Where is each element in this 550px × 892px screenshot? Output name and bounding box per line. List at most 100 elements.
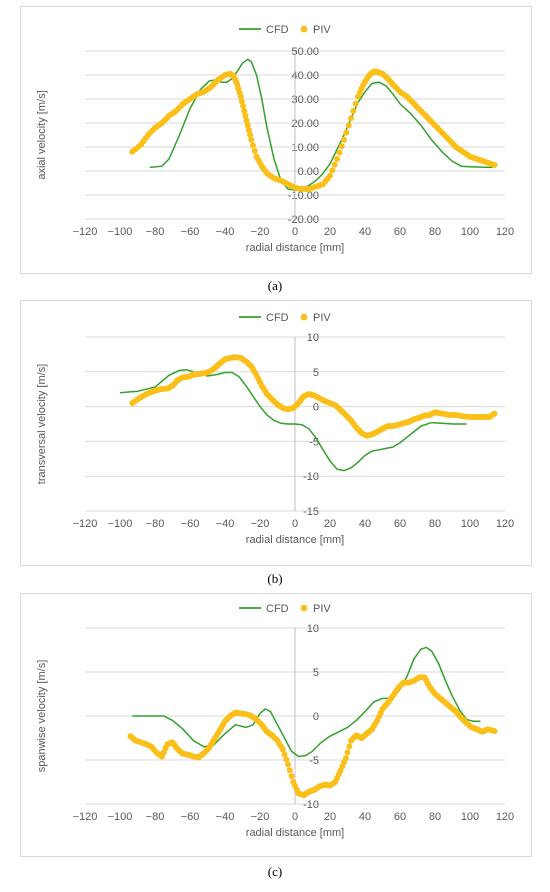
data-point [248,136,255,143]
x-tick-label: −100 [108,226,133,238]
y-tick-label: 20.00 [291,118,319,130]
data-point [491,162,498,168]
legend-piv-swatch [300,313,308,321]
x-tick-label: 20 [324,226,336,238]
y-tick-label: 10 [307,332,319,344]
x-tick-label: 40 [359,518,371,530]
y-tick-label: -20.00 [288,214,319,226]
chart-panel-c: -10 -5 0 5 10 −120 −100 −80 −60 −40 −20 0 20 40 60 80 10… [20,593,532,857]
y-tick-label: -10 [303,799,319,811]
x-tick-label: 0 [292,518,298,530]
legend-piv-label: PIV [313,312,331,324]
x-tick-label: −20 [251,518,270,530]
x-tick-label: 100 [461,811,479,823]
x-tick-label: 100 [461,518,479,530]
x-tick-label: 40 [359,811,371,823]
x-tick-label: 20 [324,811,336,823]
x-tick-label: 40 [359,226,371,238]
legend-piv-label: PIV [313,24,331,36]
x-tick-label: −40 [216,518,235,530]
x-tick-label: 120 [496,226,514,238]
x-tick-label: 120 [496,518,514,530]
x-axis-title: radial distance [mm] [246,827,344,839]
x-tick-label: 60 [394,811,406,823]
x-tick-label: 80 [429,518,441,530]
x-tick-label: 60 [394,226,406,238]
x-tick-label: −20 [251,226,270,238]
data-point-interp [243,117,250,124]
x-tick-label: −120 [73,811,98,823]
y-tick-label: -5 [309,436,319,448]
data-point-interp [245,127,252,134]
x-tick-label: −100 [108,811,133,823]
legend-piv-label: PIV [313,603,331,615]
chart-svg-b: -15 -10 -5 0 5 10 −120 −100 −80 −60 −40 −20 0 20 40 60 8… [36,312,514,546]
data-point [327,172,333,179]
data-point [279,746,286,753]
y-tick-label: 10.00 [291,142,319,154]
chart-svg-a: -20.00 -10.00 0.00 10.00 20.00 30.00 40.00 50.0… [36,24,514,254]
y-axis-title: axial velocity [m/s] [36,90,48,179]
data-point-interp [288,773,295,780]
series-points-piv [129,68,498,192]
x-tick-label: −40 [216,226,235,238]
data-point [348,115,354,122]
x-tick-label: 0 [292,226,298,238]
x-tick-label: −80 [146,518,165,530]
y-tick-label: -15 [303,506,319,518]
data-point-interp [346,743,353,750]
data-point-interp [350,108,357,114]
caption-b: (b) [267,571,283,586]
y-tick-label: 0 [313,402,319,414]
data-point-interp [247,132,254,138]
y-tick-label: 0 [313,711,319,723]
x-tick-label: 100 [461,226,479,238]
data-point-interp [345,122,352,129]
x-tick-label: 80 [429,226,441,238]
data-point [491,728,498,734]
y-tick-label: -10 [303,471,319,483]
data-point-interp [336,149,343,156]
legend-cfd-label: CFD [266,603,289,615]
data-point [244,122,251,129]
data-point [237,93,244,100]
data-point-interp [343,129,350,136]
x-axis-title: radial distance [mm] [246,242,344,254]
data-point [285,761,291,768]
y-axis-title: spanwise velocity [m/s] [36,660,48,772]
x-tick-label: 80 [429,811,441,823]
data-point-interp [286,767,293,774]
data-point-interp [240,103,247,110]
data-point-interp [329,167,336,174]
x-tick-label: −60 [181,518,200,530]
y-axis-title: transversal velocity [m/s] [36,364,48,484]
y-tick-label: 10 [307,623,319,635]
x-tick-label: −40 [216,811,235,823]
x-tick-label: 0 [292,811,298,823]
data-point [342,755,349,762]
caption-c: (c) [267,864,283,879]
y-tick-label: -10.00 [288,190,319,202]
legend-cfd-label: CFD [266,24,289,36]
data-point [341,136,347,143]
data-point-interp [250,142,256,149]
y-tick-label: 40.00 [291,70,319,82]
y-tick-label: 50.00 [291,46,319,58]
data-point-interp [344,749,351,756]
legend-cfd-label: CFD [266,312,289,324]
x-tick-label: 120 [496,811,514,823]
x-tick-label: −80 [146,226,165,238]
data-point-interp [251,148,258,154]
y-tick-label: -5 [309,755,319,767]
x-tick-label: −60 [181,226,200,238]
data-point-interp [238,98,245,105]
x-axis-title: radial distance [mm] [246,534,344,546]
data-point [241,108,248,114]
y-tick-label: 5 [313,667,319,679]
x-tick-label: −120 [73,226,98,238]
x-tick-label: −120 [73,518,98,530]
data-point-interp [283,756,290,763]
series-points-piv [129,354,498,439]
x-tick-label: −60 [181,811,200,823]
series-points-piv [127,674,498,799]
